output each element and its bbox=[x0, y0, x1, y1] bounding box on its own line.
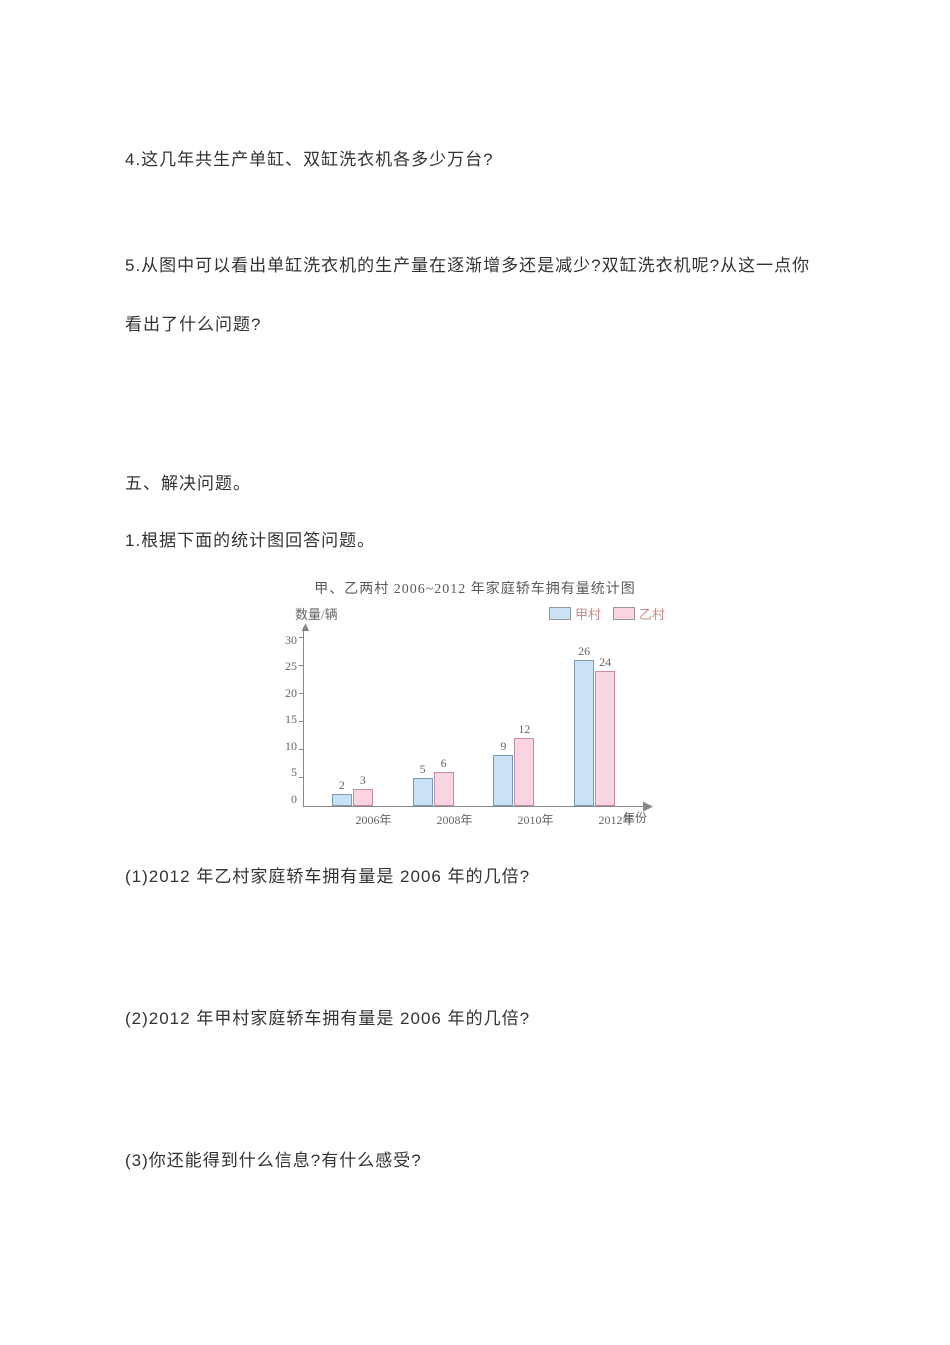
y-tick-label: 30 bbox=[285, 633, 297, 648]
bar-b: 6 bbox=[434, 772, 454, 806]
bar-value-label: 24 bbox=[599, 655, 611, 670]
y-axis-ticks: 30 25 20 15 10 5 0 bbox=[285, 633, 303, 807]
bar-group: 912 bbox=[493, 738, 534, 805]
legend-label-a: 甲村 bbox=[575, 604, 601, 623]
legend-swatch-b bbox=[613, 607, 635, 620]
bar-value-label: 6 bbox=[441, 756, 447, 771]
section-5-header: 五、解决问题。 bbox=[125, 465, 825, 502]
x-tick-label: 2010年 bbox=[511, 811, 561, 828]
chart-legend: 甲村 乙村 bbox=[549, 604, 665, 623]
bar-group: 56 bbox=[413, 772, 454, 806]
question-5: 5.从图中可以看出单缸洗衣机的生产量在逐渐增多还是减少?双缸洗衣机呢?从这一点你… bbox=[125, 236, 825, 355]
y-tick-label: 20 bbox=[285, 686, 297, 701]
y-tick-label: 10 bbox=[285, 739, 297, 754]
x-axis-label: 年份 bbox=[623, 809, 647, 826]
y-tick-label: 0 bbox=[291, 792, 297, 807]
bar-chart: 甲、乙两村 2006~2012 年家庭轿车拥有量统计图 数量/辆 甲村 乙村 3… bbox=[285, 578, 665, 828]
bar-a: 9 bbox=[493, 755, 513, 805]
legend-label-b: 乙村 bbox=[639, 604, 665, 623]
bar-value-label: 2 bbox=[339, 778, 345, 793]
y-tick-label: 25 bbox=[285, 659, 297, 674]
sub-question-2: (2)2012 年甲村家庭轿车拥有量是 2006 年的几倍? bbox=[125, 1000, 825, 1037]
bar-a: 2 bbox=[332, 794, 352, 805]
legend-swatch-a bbox=[549, 607, 571, 620]
legend-item-a: 甲村 bbox=[549, 604, 601, 623]
bar-value-label: 12 bbox=[518, 722, 530, 737]
plot-area: ▲ ▶ 23569122624 年份 bbox=[303, 627, 643, 807]
x-tick-label: 2008年 bbox=[430, 811, 480, 828]
sub-question-3: (3)你还能得到什么信息?有什么感受? bbox=[125, 1142, 825, 1179]
bar-value-label: 5 bbox=[420, 762, 426, 777]
bar-value-label: 3 bbox=[360, 773, 366, 788]
bar-group: 2624 bbox=[574, 660, 615, 806]
x-axis-labels: 2006年2008年2010年2012年 bbox=[325, 807, 665, 828]
bar-a: 5 bbox=[413, 778, 433, 806]
bar-b: 3 bbox=[353, 789, 373, 806]
bar-a: 26 bbox=[574, 660, 594, 806]
legend-item-b: 乙村 bbox=[613, 604, 665, 623]
bar-b: 24 bbox=[595, 671, 615, 805]
question-4: 4.这几年共生产单缸、双缸洗衣机各多少万台? bbox=[125, 140, 825, 181]
bar-group: 23 bbox=[332, 789, 373, 806]
y-tick-label: 5 bbox=[291, 765, 297, 780]
x-tick-label: 2006年 bbox=[349, 811, 399, 828]
bar-value-label: 26 bbox=[578, 644, 590, 659]
bar-value-label: 9 bbox=[500, 739, 506, 754]
sub-question-1: (1)2012 年乙村家庭轿车拥有量是 2006 年的几倍? bbox=[125, 858, 825, 895]
y-tick-label: 15 bbox=[285, 712, 297, 727]
question-5-1-intro: 1.根据下面的统计图回答问题。 bbox=[125, 522, 825, 559]
bars-wrap: 23569122624 bbox=[304, 627, 643, 806]
chart-title: 甲、乙两村 2006~2012 年家庭轿车拥有量统计图 bbox=[285, 578, 665, 598]
bar-b: 12 bbox=[514, 738, 534, 805]
